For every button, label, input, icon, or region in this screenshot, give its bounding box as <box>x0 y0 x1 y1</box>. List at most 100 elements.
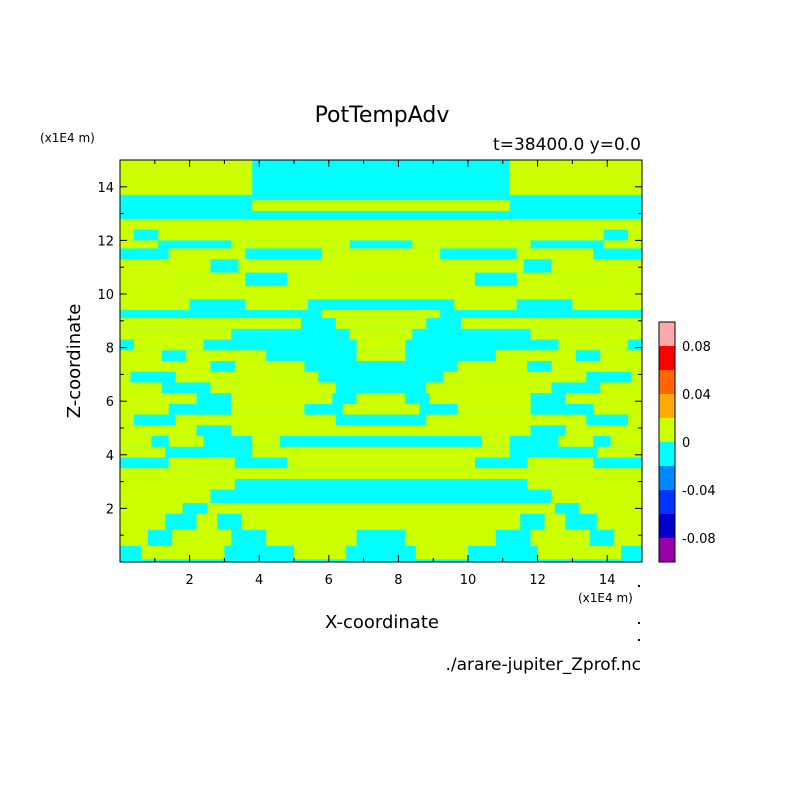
colorbar-tick-label: 0.08 <box>682 340 711 355</box>
colorbar-swatch <box>659 538 675 562</box>
colorbar-swatch <box>659 394 675 418</box>
field-region-positive <box>120 393 197 404</box>
field-region-positive <box>516 248 594 260</box>
field-region-positive <box>596 446 642 458</box>
x-tick-label: 6 <box>325 573 333 588</box>
field-region-positive <box>572 299 642 311</box>
field-region-positive <box>565 425 642 437</box>
field-region-positive <box>245 299 308 311</box>
field-region-positive <box>381 403 420 415</box>
x-tick-label: 10 <box>460 573 477 588</box>
field-region-positive <box>120 403 169 415</box>
y-tick-label: 8 <box>106 342 114 357</box>
field-region-positive <box>381 513 521 530</box>
field-region-positive <box>509 160 642 195</box>
field-region-positive <box>120 529 148 546</box>
field-region-positive <box>481 436 510 447</box>
field-region-positive <box>231 393 333 404</box>
field-region-positive <box>349 328 381 340</box>
colorbar-swatch <box>659 466 675 490</box>
field-region-positive <box>381 457 475 469</box>
field-region-positive <box>120 382 162 394</box>
field-region-positive <box>120 229 134 241</box>
field-region-positive <box>175 414 336 426</box>
field-region-positive <box>593 403 642 415</box>
field-region-positive <box>381 328 413 340</box>
field-region-positive <box>415 545 468 560</box>
plot-area <box>120 160 642 562</box>
colorbar-frame <box>658 321 676 563</box>
colorbar-tick-label: -0.04 <box>682 484 716 499</box>
field-region-positive <box>530 529 590 546</box>
field-region-positive <box>231 403 305 415</box>
source-filename: ./arare-jupiter_Zprof.nc <box>445 655 641 675</box>
field-region-positive <box>603 240 642 249</box>
field-region-positive <box>405 529 496 546</box>
field-region-positive <box>120 446 166 458</box>
field-region-positive <box>120 513 166 530</box>
colorbar-swatch <box>659 514 675 538</box>
colorbar-swatch <box>659 442 675 466</box>
caption-dot <box>638 622 640 624</box>
field-region-positive <box>443 371 587 383</box>
y-tick-label: 6 <box>106 395 114 410</box>
colorbar-swatch <box>659 490 675 514</box>
field-region-positive <box>120 259 211 273</box>
field-region-positive <box>381 468 642 479</box>
field-region-positive <box>426 414 587 426</box>
colorbar-swatch <box>659 346 675 370</box>
field-region-positive <box>457 403 531 415</box>
colorbar-tick-label: 0.04 <box>682 388 711 403</box>
field-region-positive <box>252 436 281 447</box>
field-region-positive <box>551 489 642 504</box>
field-region-positive <box>120 436 152 447</box>
field-region-positive <box>579 503 642 514</box>
field-region-positive <box>516 272 642 286</box>
field-region-positive <box>381 200 510 211</box>
field-region-positive <box>426 382 552 394</box>
field-region-positive <box>381 248 441 260</box>
field-region-positive <box>381 272 475 286</box>
caption-dot <box>638 639 640 641</box>
field-region-positive <box>628 229 642 241</box>
field-region-positive <box>120 318 301 329</box>
colorbar-swatch <box>659 322 675 346</box>
field-region-positive <box>238 259 381 273</box>
colorbar-swatch <box>659 370 675 394</box>
field-region-positive <box>120 285 381 300</box>
field-region-positive <box>457 361 528 372</box>
field-region-positive <box>381 425 531 437</box>
field-region-positive <box>168 457 235 469</box>
x-axis-label: X-coordinate <box>325 612 439 633</box>
chart-title: PotTempAdv <box>315 103 450 128</box>
field-region-positive <box>120 272 246 286</box>
field-region-positive <box>120 350 162 361</box>
field-region-positive <box>461 318 642 329</box>
field-region-positive <box>231 240 350 249</box>
field-region-positive <box>544 513 566 530</box>
field-region-positive <box>120 240 159 249</box>
field-region-positive <box>120 414 134 426</box>
y-tick-label: 2 <box>106 502 114 517</box>
field-region-positive <box>120 328 232 340</box>
field-region-positive <box>600 350 642 361</box>
field-region-positive <box>335 318 381 329</box>
field-region-positive <box>631 371 642 383</box>
field-region-positive <box>120 218 381 230</box>
field-region-positive <box>412 240 531 249</box>
field-region-positive <box>158 229 381 241</box>
caption-dot <box>638 585 640 587</box>
field-region-positive <box>266 529 357 546</box>
field-region-positive <box>454 299 517 311</box>
axis-ticks: 2 4 6 8 10 12 14 2 4 6 8 10 12 14 <box>97 160 642 588</box>
field-region-positive <box>294 545 347 560</box>
y-tick-label: 12 <box>97 234 114 249</box>
field-region-positive <box>120 478 235 490</box>
colorbar-swatch <box>659 418 675 442</box>
field-region-positive <box>120 160 253 195</box>
y-tick-label: 14 <box>97 181 114 196</box>
x-tick-label: 12 <box>529 573 546 588</box>
colorbar-tick-label: 0 <box>682 436 690 451</box>
field-region-positive <box>120 468 381 479</box>
field-region-positive <box>381 229 604 241</box>
